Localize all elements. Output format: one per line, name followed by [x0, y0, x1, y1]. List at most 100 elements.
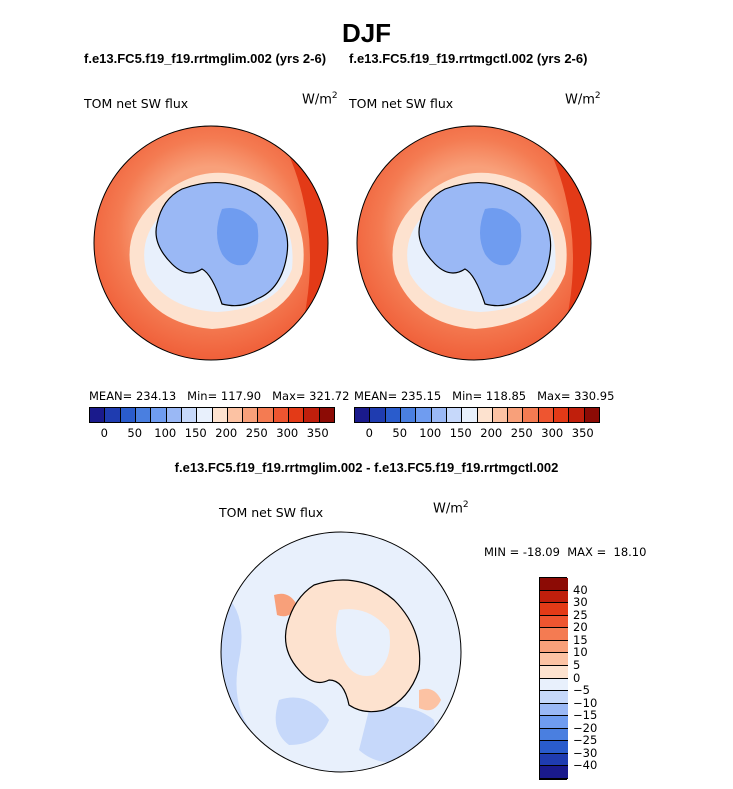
colorbar-swatch — [508, 408, 524, 422]
colorbar-swatch — [540, 716, 568, 729]
colorbar-swatch — [540, 653, 568, 666]
colorbar-swatch — [540, 578, 568, 591]
colorbar-tick-label: 250 — [245, 426, 268, 440]
difference-title: f.e13.FC5.f19_f19.rrtmglim.002 - f.e13.F… — [174, 460, 559, 475]
colorbar-swatch — [258, 408, 274, 422]
colorbar-tick-label: 20 — [573, 620, 588, 635]
colorbar-tick-label: 350 — [306, 426, 329, 440]
difference-colorbar-ticks: 40 30 25 20 15 10 5 0 −5 −10 −15 −20 −25 −30 −40 — [573, 577, 633, 780]
left-variable-label: TOM net SW flux — [84, 96, 189, 111]
colorbar-swatch — [151, 408, 167, 422]
colorbar-swatch — [540, 741, 568, 754]
difference-stats: MIN = -18.09 MAX = 18.10 — [484, 545, 647, 559]
colorbar-swatch — [212, 408, 228, 422]
difference-variable-label: TOM net SW flux — [219, 505, 324, 520]
colorbar-swatch — [540, 691, 568, 704]
colorbar-tick-label: 50 — [392, 426, 408, 440]
colorbar-swatch — [540, 615, 568, 629]
right-polar-map — [356, 125, 592, 361]
right-colorbar-ticks: 0 50 100 150 200 250 300 350 — [354, 426, 598, 442]
colorbar-tick-label: 0 — [100, 426, 108, 440]
left-colorbar — [89, 407, 335, 423]
colorbar-swatch — [477, 408, 493, 422]
colorbar-tick-label: 10 — [573, 645, 588, 660]
colorbar-swatch — [243, 408, 259, 422]
colorbar-tick-label: 350 — [571, 426, 594, 440]
colorbar-tick-label: −20 — [573, 720, 598, 735]
colorbar-swatch — [554, 408, 570, 422]
colorbar-tick-label: 40 — [573, 582, 588, 597]
colorbar-swatch — [492, 408, 509, 422]
colorbar-tick-label: 200 — [215, 426, 238, 440]
colorbar-swatch — [462, 408, 478, 422]
colorbar-swatch — [355, 408, 371, 422]
difference-polar-map — [220, 531, 462, 773]
colorbar-tick-label: −40 — [573, 758, 598, 773]
colorbar-tick-label: 30 — [573, 595, 588, 610]
colorbar-tick-label: 25 — [573, 607, 588, 622]
colorbar-swatch — [135, 408, 152, 422]
colorbar-tick-label: 15 — [573, 632, 588, 647]
colorbar-swatch — [370, 408, 386, 422]
colorbar-swatch — [416, 408, 432, 422]
colorbar-swatch — [385, 408, 401, 422]
right-colorbar — [354, 407, 600, 423]
colorbar-swatch — [540, 628, 568, 641]
right-panel-title: f.e13.FC5.f19_f19.rrtmgctl.002 (yrs 2-6) — [349, 51, 588, 66]
colorbar-tick-label: 200 — [480, 426, 503, 440]
page-title: DJF — [341, 18, 392, 48]
difference-colorbar — [539, 577, 568, 780]
colorbar-tick-label: 5 — [573, 657, 581, 672]
left-polar-map — [93, 125, 329, 361]
colorbar-tick-label: −10 — [573, 695, 598, 710]
colorbar-tick-label: 250 — [510, 426, 533, 440]
colorbar-swatch — [446, 408, 463, 422]
colorbar-swatch — [181, 408, 198, 422]
colorbar-tick-label: 100 — [154, 426, 177, 440]
colorbar-swatch — [540, 640, 568, 654]
colorbar-swatch — [197, 408, 213, 422]
colorbar-tick-label: 150 — [184, 426, 207, 440]
left-stats: MEAN= 234.13 Min= 117.90 Max= 321.72 — [89, 389, 350, 403]
left-panel-title: f.e13.FC5.f19_f19.rrtmglim.002 (yrs 2-6) — [84, 51, 327, 66]
colorbar-tick-label: 150 — [449, 426, 472, 440]
colorbar-swatch — [540, 766, 568, 779]
colorbar-tick-label: 300 — [276, 426, 299, 440]
right-units-label: W/m2 — [565, 91, 601, 108]
colorbar-swatch — [227, 408, 244, 422]
colorbar-swatch — [584, 408, 599, 422]
colorbar-swatch — [90, 408, 106, 422]
colorbar-swatch — [540, 590, 568, 604]
colorbar-tick-label: 0 — [365, 426, 373, 440]
colorbar-tick-label: 100 — [419, 426, 442, 440]
colorbar-swatch — [540, 703, 568, 717]
difference-positive-region — [274, 593, 297, 617]
colorbar-swatch — [538, 408, 555, 422]
left-colorbar-ticks: 0 50 100 150 200 250 300 350 — [89, 426, 333, 442]
colorbar-swatch — [523, 408, 539, 422]
colorbar-swatch — [540, 753, 568, 767]
colorbar-swatch — [120, 408, 136, 422]
colorbar-swatch — [319, 408, 334, 422]
colorbar-tick-label: 0 — [573, 670, 581, 685]
colorbar-swatch — [540, 728, 568, 742]
colorbar-tick-label: −25 — [573, 733, 598, 748]
colorbar-swatch — [304, 408, 320, 422]
colorbar-swatch — [540, 665, 568, 679]
colorbar-tick-label: −5 — [573, 683, 590, 698]
colorbar-tick-label: 50 — [127, 426, 143, 440]
colorbar-swatch — [569, 408, 585, 422]
colorbar-tick-label: −30 — [573, 745, 598, 760]
left-units-label: W/m2 — [302, 91, 338, 108]
colorbar-swatch — [105, 408, 121, 422]
colorbar-tick-label: −15 — [573, 708, 598, 723]
colorbar-swatch — [289, 408, 305, 422]
colorbar-swatch — [166, 408, 182, 422]
colorbar-tick-label: 300 — [541, 426, 564, 440]
colorbar-swatch — [431, 408, 447, 422]
colorbar-swatch — [540, 678, 568, 692]
right-variable-label: TOM net SW flux — [349, 96, 454, 111]
colorbar-swatch — [540, 603, 568, 616]
right-stats: MEAN= 235.15 Min= 118.85 Max= 330.95 — [354, 389, 615, 403]
colorbar-swatch — [273, 408, 290, 422]
